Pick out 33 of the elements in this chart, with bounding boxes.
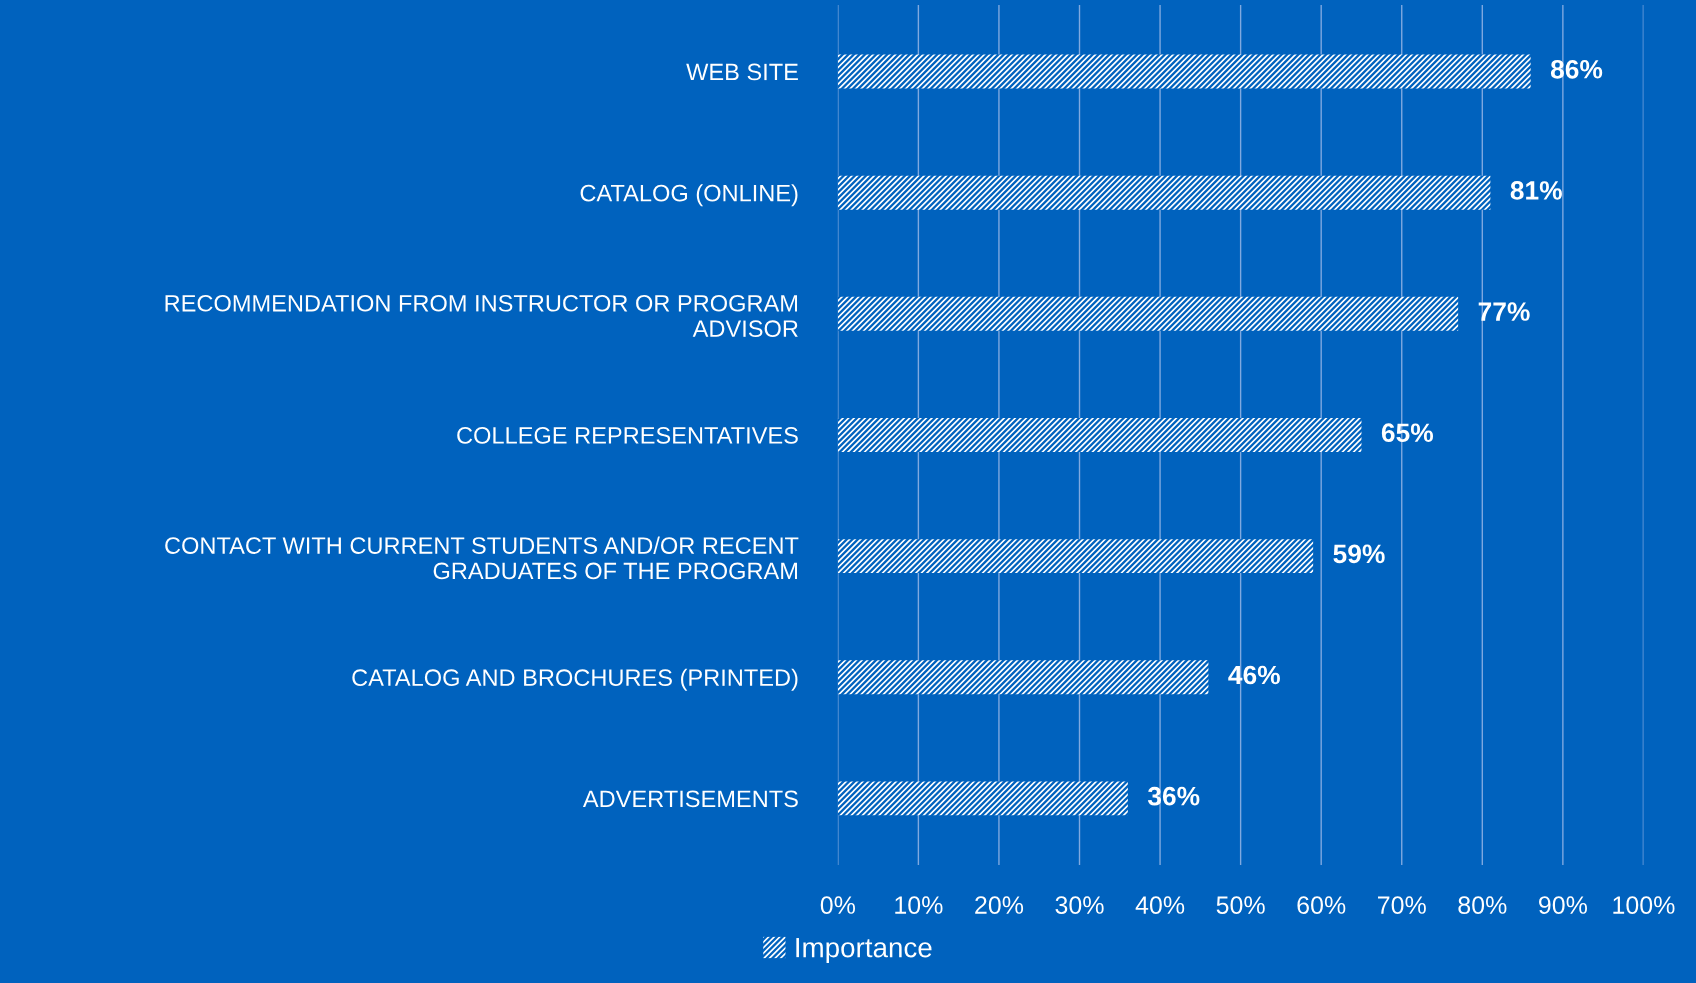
y-tick-label: CATALOG AND BROCHURES (PRINTED) [352, 668, 798, 691]
x-tick-label: 100% [1613, 896, 1675, 914]
x-tick-label: 30% [1055, 896, 1104, 914]
y-tick-label: CATALOG (ONLINE) [580, 184, 798, 207]
x-tick-label: 0% [820, 896, 855, 914]
x-tick-label: 40% [1135, 896, 1185, 914]
bar [837, 54, 1531, 89]
x-tick-label: 60% [1297, 896, 1346, 914]
data-label: 65% [1381, 423, 1434, 443]
bar [837, 296, 1459, 331]
bar [837, 781, 1128, 816]
x-tick-label: 20% [975, 896, 1024, 914]
data-label: 81% [1510, 181, 1562, 200]
data-label: 77% [1478, 302, 1530, 321]
y-tick-label: CONTACT WITH CURRENT STUDENTS AND/OR RECENT GRADUATES OF THE PROGRAM [165, 536, 799, 580]
bar [837, 418, 1362, 452]
y-tick-label: RECOMMENDATION FROM INSTRUCTOR OR PROGRAM ADVISOR [165, 294, 798, 338]
legend-label: Importance [796, 938, 932, 963]
bar [837, 660, 1209, 695]
data-label: 86% [1550, 59, 1603, 79]
y-tick-label: ADVERTISEMENTS [582, 790, 798, 808]
bar [837, 175, 1491, 210]
bar [837, 539, 1314, 574]
y-tick-label: COLLEGE REPRESENTATIVES [457, 427, 798, 444]
x-tick-label: 10% [895, 896, 943, 914]
data-label: 46% [1228, 665, 1280, 685]
x-tick-label: 50% [1216, 896, 1265, 914]
data-label: 59% [1333, 544, 1385, 564]
x-tick-label: 70% [1378, 896, 1426, 914]
x-tick-label: 80% [1458, 896, 1507, 914]
y-tick-label: WEB SITE [686, 63, 798, 81]
data-label: 36% [1147, 786, 1200, 806]
x-tick-label: 90% [1539, 896, 1587, 914]
